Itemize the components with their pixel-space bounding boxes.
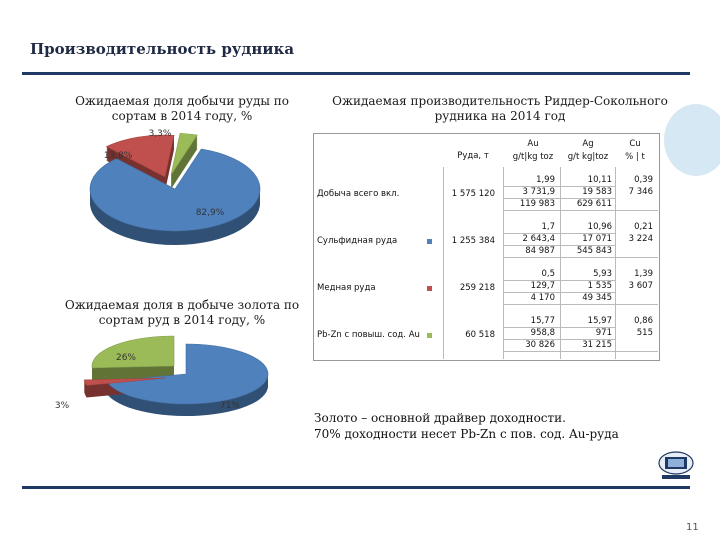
bottom-divider bbox=[22, 486, 690, 489]
row-color-swatch bbox=[427, 286, 432, 291]
au-value-cell: 84 987 bbox=[525, 246, 555, 256]
au-value-cell: 2 643,4 bbox=[522, 234, 555, 244]
table-grid-hline bbox=[503, 292, 615, 293]
cu-value-cell: 7 346 bbox=[628, 187, 653, 197]
pie-slice-0 bbox=[106, 343, 269, 405]
table-grid-hline bbox=[503, 339, 615, 340]
au-value-cell: 30 826 bbox=[525, 340, 555, 350]
table-row-label: Pb-Zn с повыш. сод. Au bbox=[317, 330, 420, 340]
header-au-bottom: g/t|kg toz bbox=[512, 152, 554, 162]
table-grid-vline bbox=[443, 167, 444, 359]
ag-value-cell: 629 611 bbox=[576, 199, 612, 209]
ag-value-cell: 10,11 bbox=[587, 175, 612, 185]
table-row-label: Медная руда bbox=[317, 283, 376, 293]
ore-tonnage-cell: 1 255 384 bbox=[451, 236, 495, 246]
note-line-2: 70% доходности несет Pb-Zn с пов. сод. A… bbox=[314, 427, 619, 441]
conclusion-note: Золото – основной драйвер доходности. 70… bbox=[314, 410, 694, 442]
ag-value-cell: 971 bbox=[595, 328, 612, 338]
ore-share-chart-title: Ожидаемая доля добычи руды по сортам в 2… bbox=[75, 94, 289, 123]
productivity-table-title: Ожидаемая производительность Риддер-Соко… bbox=[332, 94, 668, 123]
au-value-cell: 1,7 bbox=[541, 222, 555, 232]
gold-share-chart-title: Ожидаемая доля в добыче золота по сортам… bbox=[64, 298, 300, 327]
au-value-cell: 4 170 bbox=[530, 293, 555, 303]
page-title: Производительность рудника bbox=[30, 40, 295, 58]
pie-data-label: 13,8% bbox=[104, 151, 133, 161]
ag-value-cell: 15,97 bbox=[587, 316, 612, 326]
pie-data-label: 26% bbox=[116, 353, 136, 363]
ore-tonnage-cell: 1 575 120 bbox=[451, 189, 495, 199]
au-value-cell: 1,99 bbox=[536, 175, 555, 185]
au-value-cell: 3 731,9 bbox=[522, 187, 555, 197]
table-grid-vline bbox=[503, 167, 504, 359]
ag-value-cell: 17 071 bbox=[582, 234, 612, 244]
pie-data-label: 3,3% bbox=[149, 129, 172, 139]
cu-value-cell: 0,39 bbox=[634, 175, 653, 185]
header-cu-top: Cu bbox=[629, 139, 641, 149]
au-value-cell: 119 983 bbox=[519, 199, 555, 209]
cu-value-cell: 3 607 bbox=[628, 281, 653, 291]
table-grid-hline bbox=[503, 245, 615, 246]
table-grid-hline bbox=[503, 257, 658, 258]
header-ag-bottom: g/t kg|toz bbox=[567, 152, 609, 162]
ore-tonnage-cell: 60 518 bbox=[465, 330, 495, 340]
ag-value-cell: 545 843 bbox=[576, 246, 612, 256]
table-grid-hline bbox=[503, 304, 658, 305]
cu-value-cell: 0,86 bbox=[634, 316, 653, 326]
header-ore: Руда, т bbox=[457, 151, 489, 161]
table-grid-hline bbox=[503, 351, 658, 352]
row-color-swatch bbox=[427, 333, 432, 338]
pie-slice-0 bbox=[89, 148, 261, 232]
pie-data-label: 71% bbox=[220, 401, 240, 411]
table-grid-hline bbox=[503, 210, 658, 211]
cu-value-cell: 1,39 bbox=[634, 269, 653, 279]
top-divider bbox=[22, 72, 690, 75]
company-logo bbox=[658, 451, 694, 479]
au-value-cell: 958,8 bbox=[530, 328, 555, 338]
ag-value-cell: 49 345 bbox=[582, 293, 612, 303]
ore-share-pie-chart: 82,9% 13,8% 3,3% bbox=[89, 129, 261, 245]
ore-tonnage-cell: 259 218 bbox=[459, 283, 495, 293]
note-line-1: Золото – основной драйвер доходности. bbox=[314, 411, 566, 425]
pie-slice-1 bbox=[105, 134, 175, 178]
decorative-circle bbox=[664, 104, 720, 176]
ag-value-cell: 31 215 bbox=[582, 340, 612, 350]
ag-value-cell: 1 535 bbox=[587, 281, 612, 291]
table-row-label: Сульфидная руда bbox=[317, 236, 398, 246]
pie-slice-1 bbox=[83, 377, 167, 386]
cu-value-cell: 0,21 bbox=[634, 222, 653, 232]
page-number: 11 bbox=[686, 522, 699, 533]
ag-value-cell: 19 583 bbox=[582, 187, 612, 197]
gold-share-pie-chart: 71% 3% 26% bbox=[55, 335, 269, 416]
cu-value-cell: 515 bbox=[636, 328, 653, 338]
ag-value-cell: 10,96 bbox=[587, 222, 612, 232]
header-au-top: Au bbox=[527, 139, 539, 149]
table-grid-hline bbox=[503, 186, 615, 187]
table-row-label: Добыча всего вкл. bbox=[317, 189, 400, 199]
header-ag-top: Ag bbox=[582, 139, 594, 149]
au-value-cell: 0,5 bbox=[541, 269, 555, 279]
pie-data-label: 3% bbox=[55, 401, 70, 411]
ag-value-cell: 5,93 bbox=[593, 269, 612, 279]
row-color-swatch bbox=[427, 239, 432, 244]
table-grid-vline bbox=[615, 167, 616, 359]
pie-data-label: 82,9% bbox=[196, 208, 225, 218]
au-value-cell: 129,7 bbox=[530, 281, 555, 291]
au-value-cell: 15,77 bbox=[530, 316, 555, 326]
table-grid-hline bbox=[503, 327, 615, 328]
table-grid-hline bbox=[503, 198, 615, 199]
pie-slice-2 bbox=[170, 132, 198, 176]
table-grid-vline bbox=[560, 167, 561, 359]
header-cu-bottom: % | t bbox=[625, 152, 645, 162]
table-grid-hline bbox=[503, 233, 615, 234]
table-grid-hline bbox=[503, 280, 615, 281]
cu-value-cell: 3 224 bbox=[628, 234, 653, 244]
productivity-table bbox=[313, 133, 660, 361]
pie-slice-2 bbox=[91, 335, 175, 369]
